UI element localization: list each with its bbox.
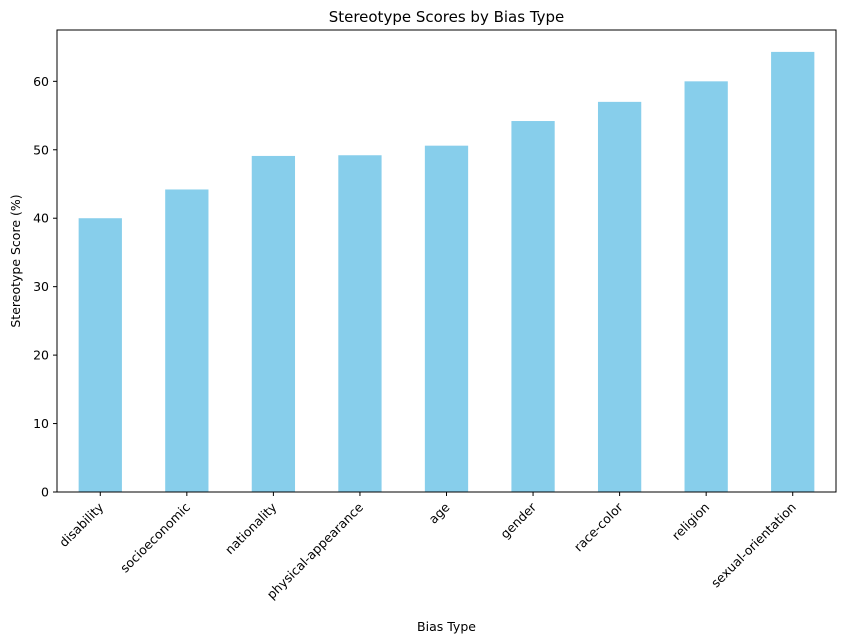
x-axis-ticks: disability socioeconomic nationalityphysic… (56, 492, 799, 602)
bar-physical-appearance (338, 155, 382, 492)
x-tick-label: nationality (222, 499, 280, 557)
x-axis-label: Bias Type (417, 619, 476, 634)
bar-disability (78, 218, 122, 492)
y-tick-label: 10 (33, 416, 49, 431)
bar-sexual-orientation (771, 51, 815, 492)
bar-religion (684, 81, 728, 492)
x-tick-label: age (426, 499, 453, 526)
x-tick-label: physical-appearance (264, 499, 367, 602)
y-tick-label: 60 (33, 74, 49, 89)
x-tick-label: gender (497, 499, 540, 542)
y-tick-label: 50 (33, 142, 49, 157)
plot-frame (56, 29, 837, 493)
x-tick-label: sexual-orientation (708, 500, 799, 591)
chart-title: Stereotype Scores by Bias Type (329, 8, 565, 26)
y-tick-label: 0 (41, 485, 49, 500)
bars-group (78, 51, 815, 492)
x-tick-label: race-color (571, 499, 627, 555)
bar-gender (511, 121, 555, 492)
bar-socioeconomic (165, 189, 209, 492)
bar-age (424, 145, 469, 492)
bar-race-color (597, 101, 642, 492)
bar-nationality (251, 155, 296, 492)
x-tick-label: disability (56, 499, 107, 550)
x-tick-label: socioeconomic (117, 499, 193, 575)
x-tick-label: religion (669, 500, 712, 543)
y-axis-label: Stereotype Score (%) (8, 194, 23, 327)
y-axis-ticks: 0 10 20 30 40 50 60 (33, 74, 57, 500)
y-tick-label: 40 (33, 211, 49, 226)
y-tick-label: 20 (33, 348, 49, 363)
y-tick-label: 30 (33, 279, 49, 294)
